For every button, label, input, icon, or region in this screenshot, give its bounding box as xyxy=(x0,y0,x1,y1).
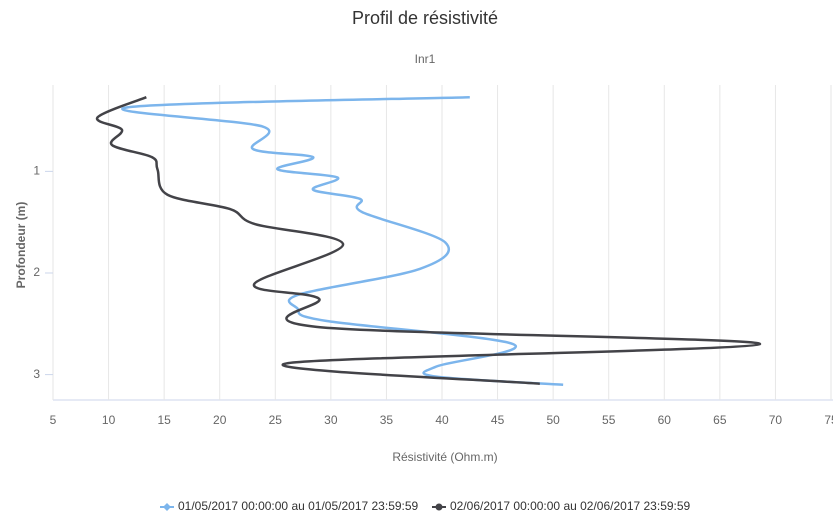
x-tick-label: 75 xyxy=(824,413,833,427)
series-line xyxy=(122,97,563,385)
x-tick-label: 50 xyxy=(546,413,560,427)
x-tick-label: 60 xyxy=(658,413,672,427)
x-tick-label: 30 xyxy=(324,413,338,427)
y-tick-label: 2 xyxy=(33,265,40,279)
x-tick-label: 20 xyxy=(213,413,227,427)
series-line xyxy=(97,97,760,384)
x-tick-label: 45 xyxy=(491,413,505,427)
x-tick-label: 55 xyxy=(602,413,616,427)
x-tick-label: 35 xyxy=(380,413,394,427)
chart: Profil de résistivité Inr1 Résistivité (… xyxy=(0,0,833,516)
chart-subtitle: Inr1 xyxy=(415,52,436,66)
x-tick-label: 15 xyxy=(157,413,171,427)
legend-label: 02/06/2017 00:00:00 au 02/06/2017 23:59:… xyxy=(450,499,691,513)
y-tick-label: 3 xyxy=(33,367,40,381)
x-tick-label: 5 xyxy=(50,413,57,427)
y-tick-label: 1 xyxy=(33,164,40,178)
x-tick-label: 25 xyxy=(269,413,283,427)
legend-marker xyxy=(163,503,171,511)
y-axis-title: Profondeur (m) xyxy=(14,202,28,289)
x-tick-label: 10 xyxy=(102,413,116,427)
x-tick-label: 65 xyxy=(713,413,727,427)
chart-title: Profil de résistivité xyxy=(352,8,498,28)
x-axis-title: Résistivité (Ohm.m) xyxy=(392,450,497,464)
x-tick-label: 40 xyxy=(435,413,449,427)
legend-label: 01/05/2017 00:00:00 au 01/05/2017 23:59:… xyxy=(178,499,419,513)
x-tick-label: 70 xyxy=(769,413,783,427)
legend-marker xyxy=(436,504,443,511)
